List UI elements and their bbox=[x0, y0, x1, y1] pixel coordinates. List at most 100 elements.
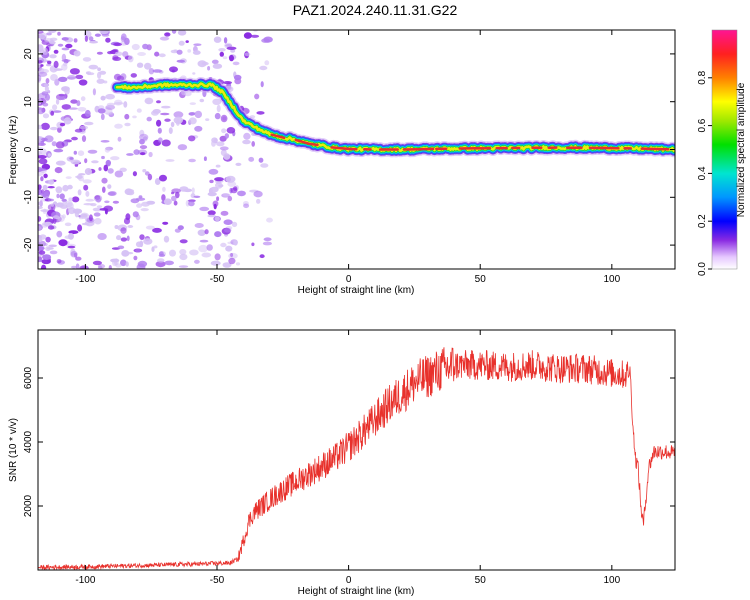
snr-x-label: Height of straight line (km) bbox=[298, 586, 415, 597]
speckle-mark bbox=[85, 198, 95, 202]
speckle-mark bbox=[104, 200, 110, 204]
speckle-mark bbox=[38, 124, 43, 130]
speckle-mark bbox=[211, 59, 219, 64]
speckle-mark bbox=[214, 231, 222, 238]
speckle-mark bbox=[85, 190, 90, 197]
speckle-mark bbox=[97, 108, 106, 114]
speckle-mark bbox=[77, 224, 83, 232]
x-tick-label: 100 bbox=[603, 274, 620, 285]
speckle-mark bbox=[47, 198, 55, 202]
y-tick-label: 10 bbox=[23, 96, 34, 108]
speckle-mark bbox=[194, 223, 204, 228]
speckle-mark bbox=[94, 33, 101, 37]
speckle-mark bbox=[38, 225, 42, 231]
speckle-mark bbox=[169, 249, 176, 257]
speckle-mark bbox=[48, 179, 55, 185]
speckle-mark bbox=[219, 146, 229, 151]
speckle-mark bbox=[41, 258, 51, 265]
speckle-mark bbox=[90, 203, 97, 207]
snr-y-label: SNR (10 * v/v) bbox=[8, 418, 19, 482]
speckle-mark bbox=[120, 227, 127, 234]
speckle-mark bbox=[39, 200, 43, 207]
speckle-mark bbox=[235, 162, 242, 166]
speckle-mark bbox=[100, 95, 106, 101]
speckle-mark bbox=[124, 113, 130, 120]
speckle-mark bbox=[224, 133, 229, 139]
speckle-mark bbox=[163, 198, 172, 205]
speckle-mark bbox=[47, 60, 52, 65]
speckle-mark bbox=[243, 132, 251, 140]
speckle-mark bbox=[107, 191, 116, 196]
speckle-mark bbox=[171, 195, 177, 202]
speckle-mark bbox=[96, 78, 105, 84]
speckle-mark bbox=[207, 210, 216, 216]
speckle-mark bbox=[68, 207, 76, 215]
speckle-mark bbox=[233, 240, 238, 246]
colorbar-tick-label: 0.2 bbox=[697, 214, 708, 228]
speckle-mark bbox=[71, 196, 80, 203]
speckle-mark bbox=[88, 214, 93, 222]
speckle-mark bbox=[58, 93, 65, 97]
speckle-mark bbox=[136, 108, 142, 113]
speckle-mark bbox=[260, 163, 269, 168]
speckle-mark bbox=[41, 264, 47, 269]
speckle-mark bbox=[49, 250, 58, 255]
speckle-mark bbox=[67, 75, 77, 80]
speckle-mark bbox=[140, 208, 149, 212]
speckle-mark bbox=[105, 104, 116, 110]
speckle-mark bbox=[91, 160, 99, 164]
speckle-mark bbox=[136, 203, 143, 208]
speckle-mark bbox=[96, 205, 103, 209]
speckle-mark bbox=[78, 216, 84, 220]
speckle-mark bbox=[266, 217, 273, 223]
speckle-mark bbox=[185, 40, 189, 43]
speckle-mark bbox=[165, 159, 175, 162]
speckle-mark bbox=[250, 34, 260, 38]
speckle-mark bbox=[61, 214, 66, 219]
speckle-mark bbox=[157, 258, 165, 263]
speckle-mark bbox=[214, 112, 221, 120]
speckle-mark bbox=[244, 52, 251, 57]
frequency-track bbox=[110, 77, 675, 158]
x-tick-label: 0 bbox=[346, 274, 352, 285]
speckle-mark bbox=[98, 167, 102, 171]
speckle-mark bbox=[116, 235, 122, 241]
speckle-mark bbox=[47, 153, 51, 157]
speckle-mark bbox=[117, 136, 122, 142]
speckle-mark bbox=[173, 49, 178, 52]
speckle-mark bbox=[93, 212, 101, 217]
speckle-mark bbox=[154, 51, 160, 57]
speckle-mark bbox=[104, 147, 111, 153]
speckle-mark bbox=[108, 265, 112, 269]
speckle-mark bbox=[162, 186, 166, 192]
speckle-mark bbox=[84, 109, 91, 118]
speckle-mark bbox=[79, 265, 89, 269]
speckle-mark bbox=[97, 67, 101, 72]
speckle-mark bbox=[75, 256, 82, 261]
speckle-mark bbox=[61, 37, 69, 41]
speckle-mark bbox=[204, 229, 209, 235]
speckle-mark bbox=[171, 30, 177, 34]
speckle-mark bbox=[70, 251, 78, 258]
colorbar: 0.0 0.2 0.4 0.6 0.8 Normalized spectral ampl… bbox=[697, 29, 747, 276]
speckle-mark bbox=[84, 168, 92, 175]
speckle-mark bbox=[42, 208, 47, 214]
speckle-mark bbox=[168, 127, 173, 134]
speckle-mark bbox=[106, 102, 116, 106]
speckle-mark bbox=[38, 250, 46, 255]
speckle-mark bbox=[162, 221, 169, 225]
speckle-mark bbox=[175, 191, 180, 199]
speckle-mark bbox=[50, 126, 58, 131]
speckle-mark bbox=[49, 54, 57, 59]
speckle-mark bbox=[44, 85, 50, 92]
x-tick-label: 100 bbox=[603, 575, 620, 586]
speckle-mark bbox=[83, 184, 89, 191]
speckle-mark bbox=[79, 125, 89, 130]
speckle-mark bbox=[42, 254, 52, 260]
speckle-mark bbox=[114, 99, 123, 106]
speckle-mark bbox=[142, 43, 149, 50]
speckle-mark bbox=[71, 136, 78, 141]
speckle-mark bbox=[254, 93, 260, 100]
speckle-mark bbox=[126, 153, 134, 156]
speckle-mark bbox=[84, 35, 88, 42]
